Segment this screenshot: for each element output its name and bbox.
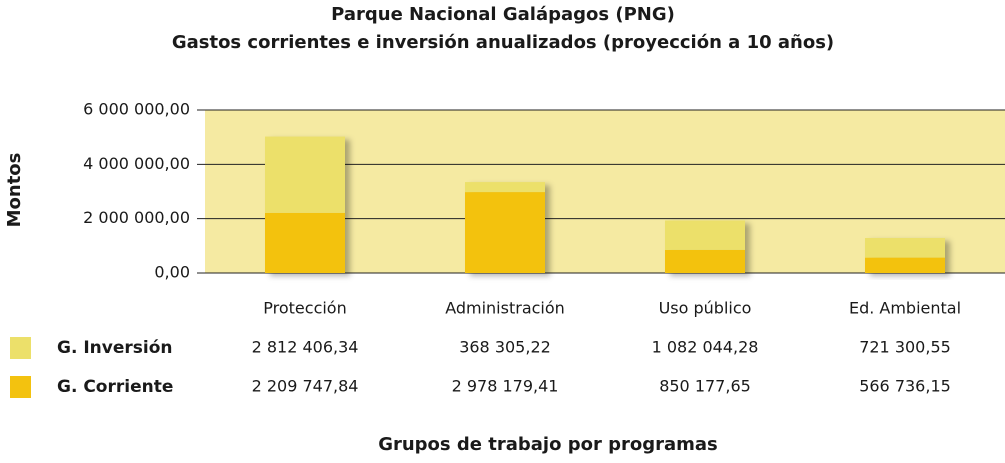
table-value: 566 736,15 bbox=[859, 377, 951, 396]
bar-segment bbox=[265, 212, 345, 273]
x-tick-label: Ed. Ambiental bbox=[849, 299, 961, 318]
y-tick-label: 2 000 000,00 bbox=[83, 208, 190, 227]
bar-segment bbox=[465, 192, 545, 273]
table-value: 2 812 406,34 bbox=[252, 338, 359, 357]
bar-segment bbox=[865, 238, 945, 258]
y-tick-label: 4 000 000,00 bbox=[83, 154, 190, 173]
table-value: 2 209 747,84 bbox=[252, 377, 359, 396]
x-tick-label: Administración bbox=[445, 299, 565, 318]
bar-stack bbox=[465, 182, 545, 273]
table-value: 1 082 044,28 bbox=[652, 338, 759, 357]
x-tick-label: Protección bbox=[263, 299, 346, 318]
table-value: 850 177,65 bbox=[659, 377, 751, 396]
table-value: 721 300,55 bbox=[859, 338, 951, 357]
y-tick-label: 0,00 bbox=[154, 263, 190, 282]
bar-segment bbox=[665, 249, 745, 273]
legend-label: G. Inversión bbox=[57, 338, 172, 358]
bar-segment bbox=[265, 136, 345, 213]
chart-subtitle: Gastos corrientes e inversión anualizado… bbox=[172, 32, 834, 53]
x-axis-title: Grupos de trabajo por programas bbox=[378, 434, 718, 455]
table-value: 368 305,22 bbox=[459, 338, 551, 357]
table-value: 2 978 179,41 bbox=[452, 377, 559, 396]
y-tick-label: 6 000 000,00 bbox=[83, 100, 190, 119]
bar-segment bbox=[465, 182, 545, 193]
chart-title: Parque Nacional Galápagos (PNG) bbox=[331, 4, 675, 25]
x-tick-label: Uso público bbox=[659, 299, 752, 318]
legend-swatch bbox=[10, 376, 31, 398]
bar-stack bbox=[865, 238, 945, 273]
legend-swatch bbox=[10, 337, 31, 359]
bar-stack bbox=[265, 136, 345, 273]
legend-label: G. Corriente bbox=[57, 377, 173, 397]
bar-stack bbox=[665, 220, 745, 273]
bar-segment bbox=[665, 220, 745, 250]
bar-segment bbox=[865, 257, 945, 273]
y-axis-title: Montos bbox=[4, 153, 25, 228]
